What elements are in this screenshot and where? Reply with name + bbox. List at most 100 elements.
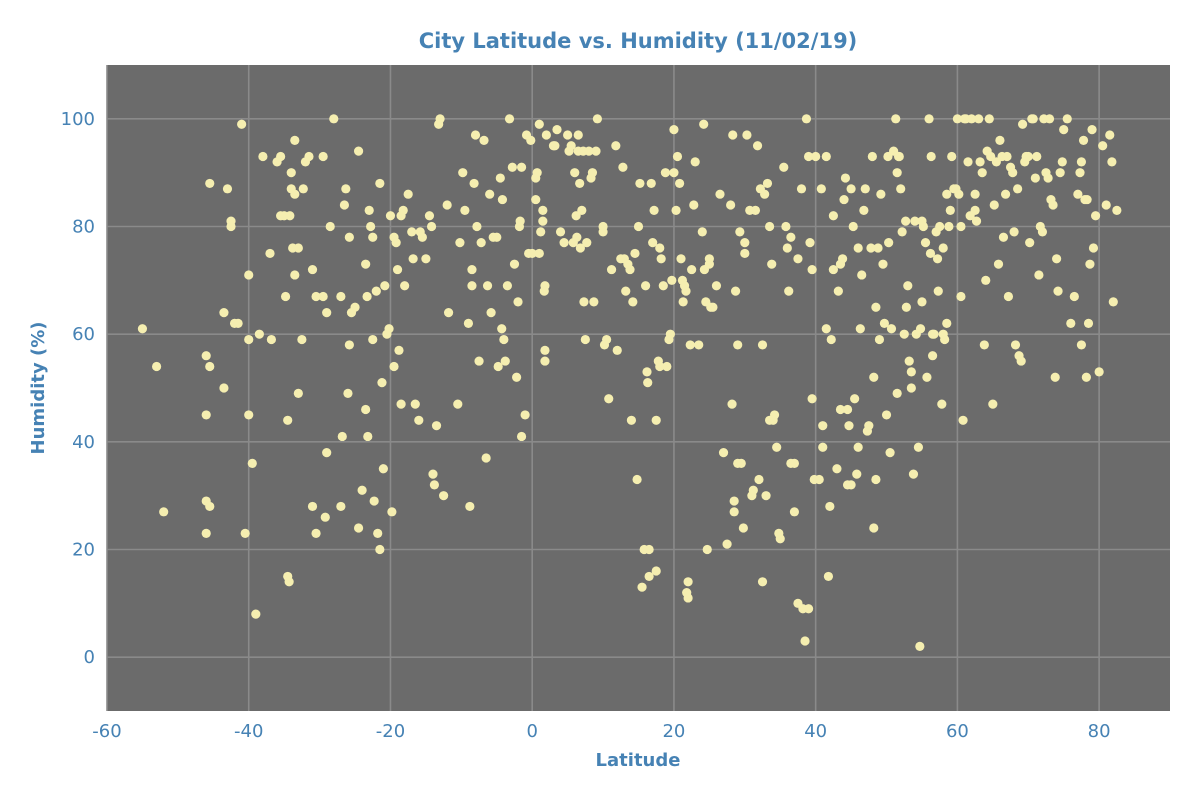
data-point [606,264,617,275]
data-point [752,141,763,151]
data-point [665,329,675,339]
data-point [258,151,268,162]
data-point [481,453,491,463]
data-point [823,571,834,582]
data-point [807,264,817,275]
data-point [769,410,780,420]
data-point [793,254,803,264]
data-point [579,297,589,307]
data-point [648,238,658,248]
data-point [917,297,927,307]
data-point [1028,114,1038,124]
data-point [353,146,364,156]
data-point [205,501,215,512]
y-tick-label: 60 [72,324,95,345]
data-point [958,415,968,425]
data-point [637,582,647,592]
data-point [552,125,562,135]
data-point [1101,200,1111,210]
data-point [1017,119,1028,129]
x-tick-label: -60 [92,721,121,742]
data-point [729,507,739,517]
data-point [371,286,381,296]
data-point [577,205,587,215]
data-point [970,205,980,215]
data-point [655,243,665,253]
data-point [502,281,512,291]
data-point [1016,356,1026,366]
data-point [403,189,413,199]
data-point [368,232,378,242]
data-point [767,259,777,269]
data-point [534,119,544,129]
data-point [852,469,862,479]
data-point [915,324,926,334]
data-point [580,334,590,345]
data-point [219,383,229,393]
data-point [414,415,424,425]
data-point [974,114,984,124]
data-point [470,130,481,140]
data-point [1023,151,1033,162]
data-point [1073,189,1083,199]
data-point [540,281,550,291]
data-point [632,474,642,485]
data-point [493,361,503,372]
data-point [715,189,725,199]
data-point [265,248,275,259]
data-point [784,286,794,296]
data-point [988,399,998,409]
data-point [929,329,939,339]
data-point [963,157,973,167]
data-point [891,114,901,124]
chart-title: City Latitude vs. Humidity (11/02/19) [419,29,858,53]
data-point [201,410,211,420]
data-point [244,270,254,280]
x-tick-label: 20 [662,721,685,742]
data-point [1055,168,1065,178]
data-point [380,281,390,291]
data-point [226,221,236,232]
data-point [765,221,775,232]
data-point [244,410,254,420]
data-point [618,162,628,172]
y-axis-ticks: 0 20 40 60 80 100 [61,109,95,668]
data-point [738,523,748,533]
data-point [298,184,308,194]
data-point [1043,173,1053,183]
data-point [740,248,750,259]
data-point [504,114,515,124]
data-point [612,345,622,355]
data-point [602,334,612,345]
data-point [772,442,782,452]
data-point [369,496,379,506]
data-point [628,297,638,307]
data-point [910,216,920,226]
data-point [431,421,442,431]
data-point [1112,205,1122,215]
data-point [428,469,438,479]
data-point [375,544,385,555]
data-point [899,329,909,339]
data-point [675,178,685,189]
data-point [540,345,550,355]
data-point [954,189,964,199]
data-point [626,415,637,425]
data-point [995,135,1005,145]
data-point [846,184,856,194]
data-point [389,361,399,372]
data-point [293,243,303,253]
data-point [855,324,865,334]
data-point [531,194,541,205]
plot-area [107,65,1170,711]
data-point [956,291,966,302]
data-point [818,442,828,452]
data-point [500,356,510,366]
data-point [410,399,420,409]
data-point [516,431,527,442]
data-point [344,340,354,350]
data-point [1013,184,1023,194]
data-point [775,534,785,544]
data-point [782,243,792,253]
